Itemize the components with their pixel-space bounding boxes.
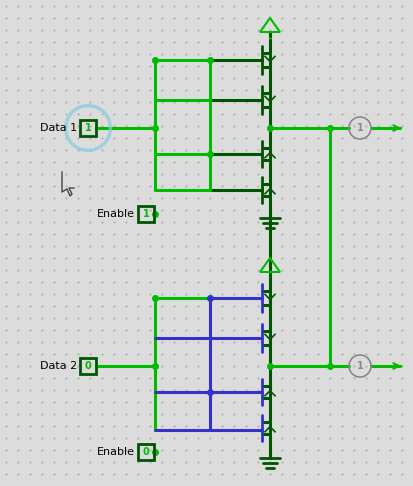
Text: Enable: Enable <box>97 447 135 457</box>
Text: 1: 1 <box>356 361 363 371</box>
Bar <box>80 120 96 136</box>
Text: 0: 0 <box>84 361 91 371</box>
Text: Data 1: Data 1 <box>40 123 77 133</box>
Text: Data 2: Data 2 <box>40 361 77 371</box>
Text: 1: 1 <box>142 209 149 219</box>
Text: 1: 1 <box>84 123 91 133</box>
Text: Enable: Enable <box>97 209 135 219</box>
Bar <box>80 358 96 374</box>
Bar <box>138 444 154 460</box>
Bar <box>138 206 154 222</box>
Text: 1: 1 <box>356 123 363 133</box>
Text: 0: 0 <box>142 447 149 457</box>
